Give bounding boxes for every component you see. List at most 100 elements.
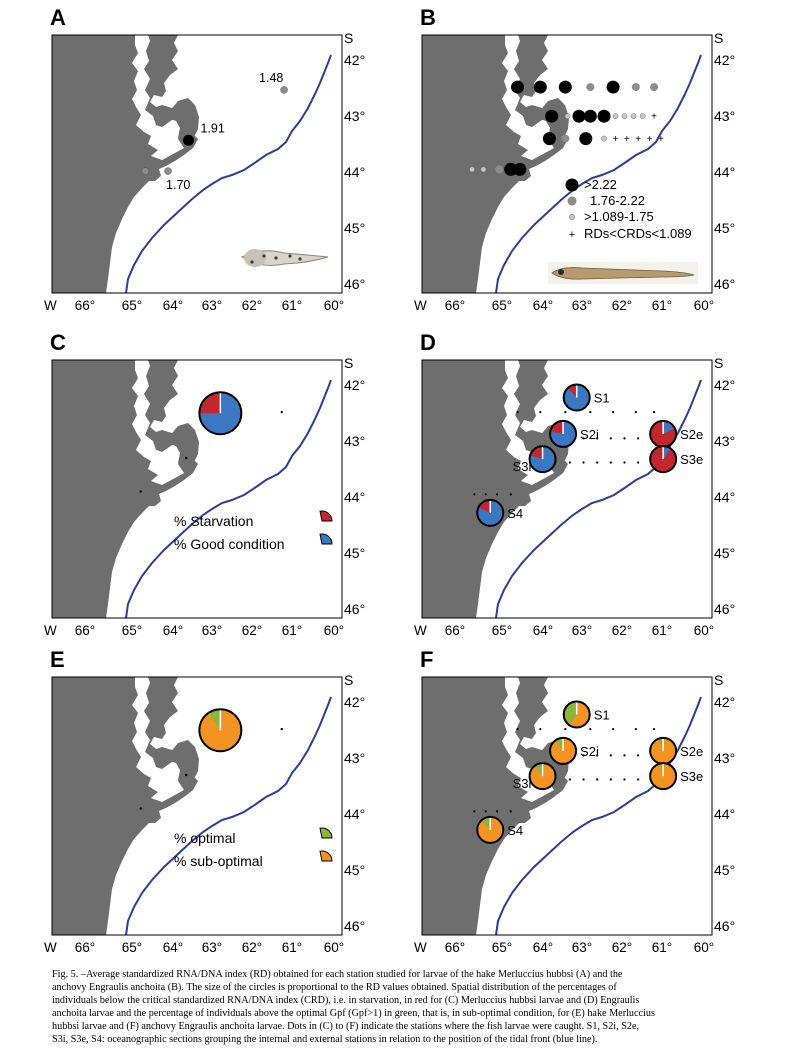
caption-line: anchoita larvae and the percentage of in…	[52, 1008, 655, 1019]
y-tick-label: 42°	[344, 377, 365, 393]
rd-station-dot	[561, 134, 570, 143]
pie-outline	[562, 700, 591, 729]
station-dot	[596, 437, 599, 440]
station-dot	[473, 810, 476, 813]
station-dot	[582, 778, 585, 781]
tidal-front-line	[495, 696, 702, 936]
x-tick-label: W	[44, 623, 57, 638]
map-panel-b: B W 66° 65° 64° 63° 62° 61° 60° S 42° 43° 44° 45° 46° +…	[414, 5, 735, 313]
y-axis-label: S	[714, 672, 723, 688]
station-dot	[609, 437, 612, 440]
station-dot	[185, 773, 188, 777]
rd-station-plus: +	[658, 134, 664, 145]
larva-eye	[558, 269, 564, 275]
rd-station-dot	[542, 132, 556, 146]
peninsula	[169, 423, 199, 468]
land-mass	[52, 360, 198, 618]
rd-station-dot	[631, 83, 640, 92]
y-tick-label: 44°	[344, 806, 365, 822]
section-label: S3i	[513, 459, 532, 474]
rd-station-dot	[469, 166, 475, 173]
pie-main-slice	[199, 709, 242, 752]
rd-station-dot	[597, 109, 611, 123]
x-tick-label: 66°	[445, 623, 465, 638]
panel-letter: F	[420, 647, 433, 672]
larva-pigment	[298, 257, 302, 261]
station-dot	[568, 778, 571, 781]
pie-fraction-slice	[658, 737, 664, 751]
x-tick-label: 63°	[572, 298, 592, 313]
rd-station-dot	[579, 132, 593, 146]
land-mass	[422, 360, 568, 618]
y-tick-label: 45°	[714, 220, 735, 236]
rd-value-label: 1.70	[166, 178, 190, 192]
station-dot	[139, 807, 142, 810]
section-label: S4	[507, 506, 523, 521]
x-tick-label: 65°	[492, 298, 512, 313]
y-tick-label: 43°	[344, 433, 365, 449]
station-dot	[564, 727, 567, 731]
y-axis-label: S	[344, 30, 353, 46]
station-dot	[509, 810, 512, 813]
y-tick-label: 43°	[714, 108, 735, 124]
station-dot	[609, 461, 612, 464]
panel-letter: D	[420, 330, 436, 355]
section-label: S1	[594, 708, 610, 723]
station-dot	[623, 754, 626, 757]
station-dot	[609, 754, 612, 757]
y-tick-label: 45°	[344, 862, 365, 878]
map-frame	[51, 359, 343, 619]
y-tick-label: 46°	[344, 276, 365, 292]
section-label: S4	[507, 823, 523, 838]
station-dot	[539, 727, 542, 731]
panel-letter: A	[50, 5, 66, 30]
legend-symbol	[568, 213, 576, 221]
legend-pie-symbol	[319, 850, 333, 862]
legend-label: % Starvation	[174, 513, 253, 529]
pie-fraction-slice	[533, 763, 543, 777]
y-tick-label: 44°	[344, 489, 365, 505]
x-tick-label: 66°	[75, 623, 95, 638]
station-dot	[564, 410, 567, 414]
station-dot	[623, 461, 626, 464]
larva-pigment	[250, 260, 254, 264]
map-frame	[421, 34, 713, 294]
condition-pie	[198, 391, 243, 436]
x-tick-label: 65°	[122, 298, 142, 313]
station-dot	[582, 461, 585, 464]
pie-fraction-slice	[208, 709, 221, 731]
section-pie	[549, 736, 578, 765]
pie-outline	[476, 815, 505, 844]
station-dot	[582, 437, 585, 440]
x-tick-label: 60°	[694, 940, 714, 955]
y-tick-label: 44°	[714, 806, 735, 822]
section-pie	[528, 445, 557, 474]
station-dot	[637, 461, 640, 464]
land-mass	[52, 677, 198, 935]
legend-pie-symbol	[319, 510, 333, 522]
x-tick-label: W	[414, 623, 427, 638]
legend-symbol: +	[569, 229, 575, 241]
legend-label: % optimal	[174, 830, 235, 846]
station-dot	[589, 727, 592, 731]
x-tick-label: 66°	[445, 298, 465, 313]
legend-label: RDs<CRDs<1.089	[584, 226, 692, 241]
y-tick-label: 44°	[714, 164, 735, 180]
rd-station-dot	[513, 162, 527, 176]
section-label: S3e	[680, 769, 703, 784]
y-tick-label: 43°	[344, 750, 365, 766]
section-pie	[528, 762, 557, 791]
x-tick-label: 62°	[612, 623, 632, 638]
rd-station-dot	[639, 113, 646, 120]
section-label: S3e	[680, 452, 703, 467]
station-dot	[612, 410, 615, 414]
y-axis-label: S	[714, 355, 723, 371]
y-tick-label: 45°	[714, 862, 735, 878]
station-dot	[582, 754, 585, 757]
rd-value-label: 1.48	[259, 71, 283, 85]
x-tick-label: 64°	[533, 940, 553, 955]
section-label: S2i	[580, 427, 599, 442]
x-tick-label: 65°	[122, 623, 142, 638]
pie-fraction-slice	[199, 392, 221, 414]
x-tick-label: 61°	[652, 623, 672, 638]
